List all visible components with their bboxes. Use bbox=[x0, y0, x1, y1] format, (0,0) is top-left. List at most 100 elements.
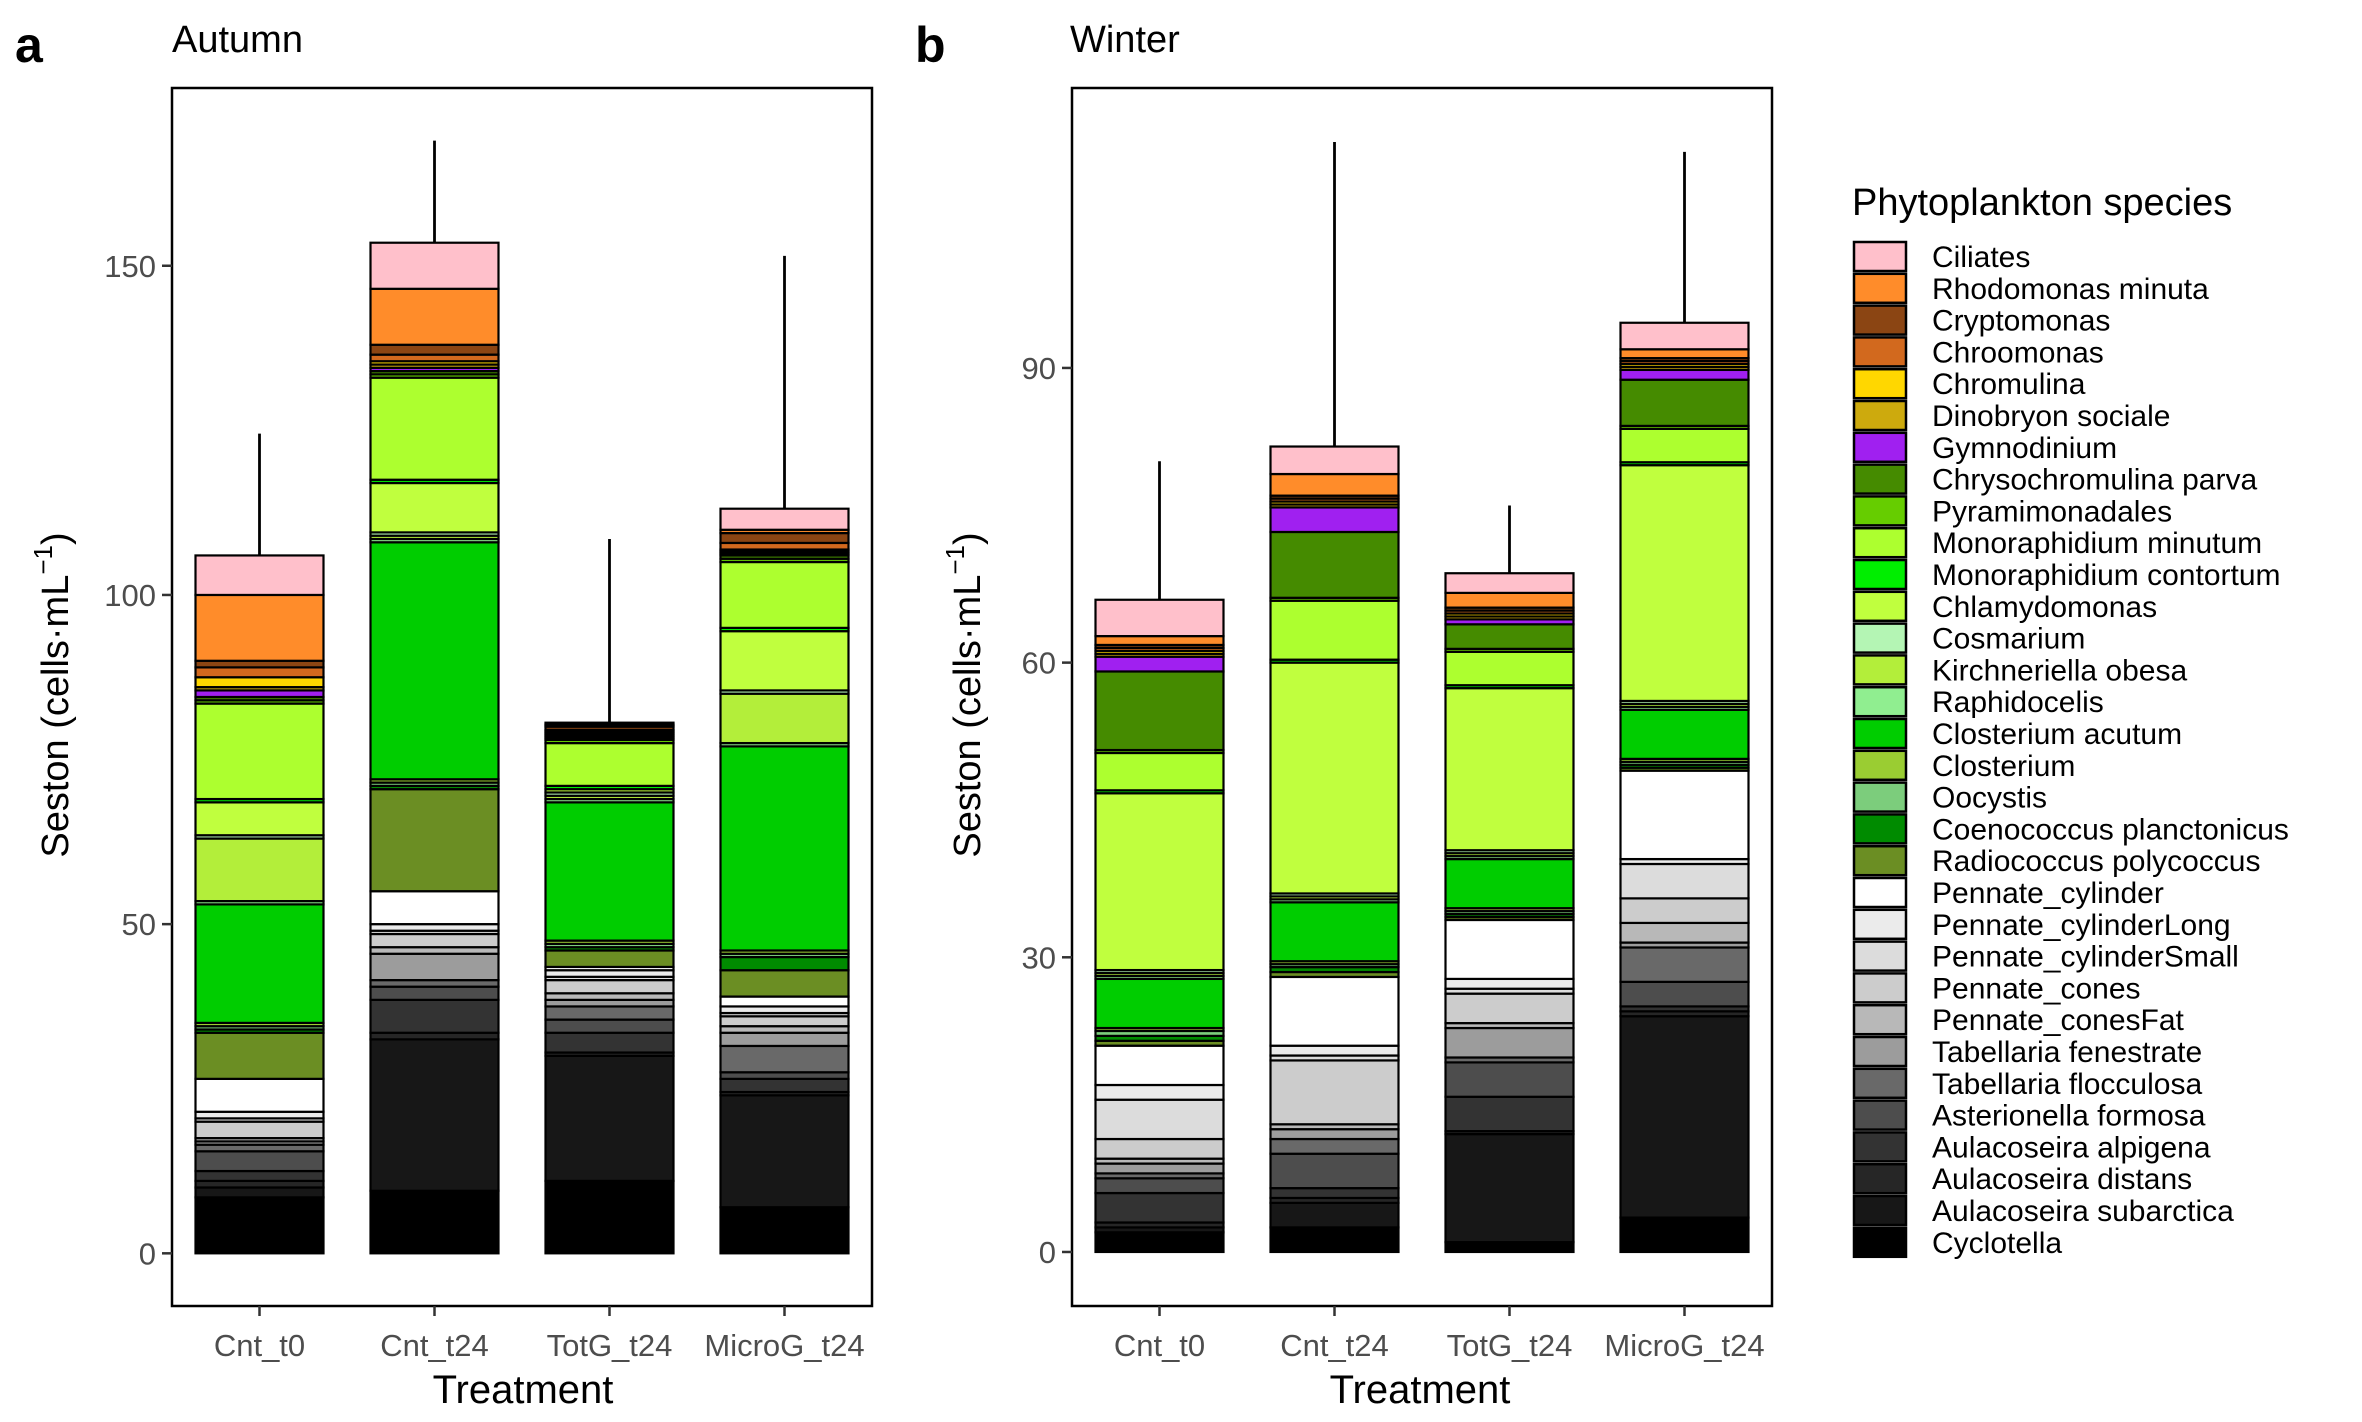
panel-b-frame bbox=[1070, 86, 1774, 1308]
legend-label-raphidocelis: Raphidocelis bbox=[1932, 686, 2104, 719]
legend-swatch-tabellaria-flocculosa bbox=[1852, 1067, 1908, 1100]
panel-b-bar-cnt-t24-aulacoseira-subarctica bbox=[1269, 1201, 1400, 1229]
panel-b-bar-microg-t24-closterium-acutum bbox=[1619, 708, 1750, 760]
panel-b-bar-totg-t24-cyclotella bbox=[1444, 1241, 1575, 1254]
panel-a-bar-cnt-t24-tabellaria-fenestrate bbox=[369, 952, 500, 982]
panel-b-bar-cnt-t24-monoraphidium-minutum bbox=[1269, 599, 1400, 661]
panel-a-xtick-label-cnt-t24: Cnt_t24 bbox=[380, 1328, 489, 1363]
legend-swatch-aulacoseira-alpigena bbox=[1852, 1131, 1908, 1163]
panel-b-bar-cnt-t0-chlamydomonas bbox=[1094, 792, 1225, 972]
panel-a-bar-cnt-t24-monoraphidium-minutum bbox=[369, 376, 500, 481]
panel-b-bar-cnt-t0-chrysochromulina-parva bbox=[1094, 670, 1225, 752]
panel-a-bar-cnt-t0-monoraphidium-minutum bbox=[194, 702, 325, 801]
panel-b-bar-microg-t24-chlamydomonas bbox=[1619, 464, 1750, 703]
panel-a-bar-cnt-t24-cryptomonas bbox=[369, 343, 500, 356]
panel-a-bar-cnt-t24-pennate-cylinder bbox=[369, 890, 500, 926]
legend-label-dinobryon-sociale: Dinobryon sociale bbox=[1932, 400, 2170, 433]
legend-label-cyclotella: Cyclotella bbox=[1932, 1227, 2062, 1260]
legend-swatch-pennate-cylinder bbox=[1852, 876, 1908, 909]
panel-b-bar-microg-t24-gymnodinium bbox=[1619, 368, 1750, 381]
panel-b-ytick-label: 30 bbox=[1022, 940, 1056, 975]
legend-label-chlamydomonas: Chlamydomonas bbox=[1932, 591, 2157, 624]
panel-b-bar-totg-t24-aulacoseira-alpigena bbox=[1444, 1095, 1575, 1133]
legend-label-oocystis: Oocystis bbox=[1932, 782, 2047, 815]
panel-b-bar-cnt-t0-closterium-acutum bbox=[1094, 977, 1225, 1030]
panel-a-bar-cnt-t24-cyclotella bbox=[369, 1189, 500, 1255]
panel-a-xtick-label-cnt-t0: Cnt_t0 bbox=[214, 1328, 305, 1363]
panel-b-bar-cnt-t0-monoraphidium-minutum bbox=[1094, 751, 1225, 792]
panel-b-bar-totg-t24-aulacoseira-subarctica bbox=[1444, 1133, 1575, 1244]
panel-b-bar-microg-t24-aulacoseira-subarctica bbox=[1619, 1015, 1750, 1219]
panel-a-ytick-label: 150 bbox=[104, 249, 156, 284]
panel-b-bar-microg-t24-asterionella-formosa bbox=[1619, 980, 1750, 1008]
panel-b-bar-totg-t24-ciliates bbox=[1444, 572, 1575, 594]
panel-b-bar-totg-t24-monoraphidium-minutum bbox=[1444, 650, 1575, 687]
panel-b-bar-cnt-t24-asterionella-formosa bbox=[1269, 1152, 1400, 1190]
panel-a-bar-totg-t24-ciliates bbox=[544, 721, 675, 726]
legend-swatch-tabellaria-fenestrate bbox=[1852, 1035, 1908, 1068]
panel-a-bar-microg-t24-tabellaria-flocculosa bbox=[719, 1044, 850, 1074]
panel-a-bar-totg-t24-tabellaria-flocculosa bbox=[544, 1005, 675, 1021]
panel-b-bar-cnt-t24-ciliates bbox=[1269, 445, 1400, 476]
panel-b-bar-totg-t24-pennate-cylinder bbox=[1444, 918, 1575, 981]
panel-a-bar-microg-t24-radiococcus-polycoccus bbox=[719, 969, 850, 998]
legend-label-aulacoseira-distans: Aulacoseira distans bbox=[1932, 1163, 2192, 1196]
panel-a-bar-microg-t24-monoraphidium-minutum bbox=[719, 560, 850, 629]
panel-a-bar-microg-t24-chlamydomonas bbox=[719, 630, 850, 692]
panel-a-title: Autumn bbox=[172, 19, 303, 61]
panel-b-bar-cnt-t24-closterium-acutum bbox=[1269, 901, 1400, 963]
panel-b-bar-cnt-t0-pennate-cylindersmall bbox=[1094, 1098, 1225, 1141]
panel-a-bar-totg-t24-radiococcus-polycoccus bbox=[544, 949, 675, 969]
legend-swatch-pennate-cylinderlong bbox=[1852, 908, 1908, 941]
legend-label-ciliates: Ciliates bbox=[1932, 241, 2030, 274]
panel-b-xtick-label-cnt-t0: Cnt_t0 bbox=[1114, 1328, 1205, 1363]
legend-swatch-rhodomonas-minuta bbox=[1852, 272, 1908, 305]
panel-b-bar-microg-t24-monoraphidium-minutum bbox=[1619, 427, 1750, 464]
legend-label-monoraphidium-contortum: Monoraphidium contortum bbox=[1932, 559, 2281, 592]
panel-a-bar-microg-t24-cryptomonas bbox=[719, 531, 850, 545]
panel-a-frame bbox=[170, 86, 874, 1308]
legend-label-aulacoseira-alpigena: Aulacoseira alpigena bbox=[1932, 1131, 2211, 1164]
panel-b-xtick-label-totg-t24: TotG_t24 bbox=[1447, 1328, 1573, 1363]
legend-label-coenococcus-planctonicus: Coenococcus planctonicus bbox=[1932, 813, 2289, 846]
panel-b-bar-microg-t24-tabellaria-flocculosa bbox=[1619, 946, 1750, 983]
panel-a-xtick-label-totg-t24: TotG_t24 bbox=[547, 1328, 673, 1363]
legend-swatch-coenococcus-planctonicus bbox=[1852, 813, 1908, 845]
panel-a-ytick-label: 0 bbox=[139, 1236, 156, 1271]
legend-swatch-closterium bbox=[1852, 749, 1908, 782]
panel-b-bar-totg-t24-chrysochromulina-parva bbox=[1444, 623, 1575, 650]
panel-b-xtick-label-microg-t24: MicroG_t24 bbox=[1604, 1328, 1764, 1363]
legend-label-chroomonas: Chroomonas bbox=[1932, 336, 2104, 369]
legend-swatch-cryptomonas bbox=[1852, 304, 1908, 336]
panel-b-ytick-label: 90 bbox=[1022, 351, 1056, 386]
legend-swatch-pyramimonadales bbox=[1852, 495, 1908, 527]
legend-swatch-chlamydomonas bbox=[1852, 590, 1908, 623]
panel-b-plot: 0 30 60 90 Cnt_t0 Cnt_t24 TotG_t24 MicroG_t24 bbox=[1022, 86, 1774, 1363]
panel-b-bar-cnt-t0-cyclotella bbox=[1094, 1231, 1225, 1254]
legend-label-cryptomonas: Cryptomonas bbox=[1932, 305, 2110, 338]
legend-label-chromulina: Chromulina bbox=[1932, 368, 2086, 401]
legend-label-pennate-cylinderlong: Pennate_cylinderLong bbox=[1932, 909, 2231, 942]
panel-b-bar-totg-t24-chlamydomonas bbox=[1444, 687, 1575, 852]
panel-b-bar-totg-t24-pennate-cones bbox=[1444, 992, 1575, 1025]
panel-b-xlabel: Treatment bbox=[1330, 1368, 1511, 1412]
panel-b-bar-totg-t24-closterium-acutum bbox=[1444, 857, 1575, 910]
panel-b-bar-microg-t24-cyclotella bbox=[1619, 1216, 1750, 1254]
panel-a-bar-cnt-t24-pennate-cones bbox=[369, 932, 500, 949]
panel-a-bar-cnt-t0-asterionella-formosa bbox=[194, 1150, 325, 1173]
legend-swatch-oocystis bbox=[1852, 781, 1908, 813]
legend-label-tabellaria-flocculosa: Tabellaria flocculosa bbox=[1932, 1068, 2202, 1101]
legend-label-monoraphidium-minutum: Monoraphidium minutum bbox=[1932, 527, 2262, 560]
legend-swatch-chroomonas bbox=[1852, 336, 1908, 368]
legend-swatch-cyclotella bbox=[1852, 1226, 1908, 1259]
legend-label-radiococcus-polycoccus: Radiococcus polycoccus bbox=[1932, 845, 2261, 878]
panel-b-bar-totg-t24-rhodomonas-minuta bbox=[1444, 591, 1575, 609]
panel-a-bar-cnt-t0-radiococcus-polycoccus bbox=[194, 1031, 325, 1080]
legend-swatch-radiococcus-polycoccus bbox=[1852, 844, 1908, 877]
panel-b-bar-microg-t24-pennate-cylindersmall bbox=[1619, 862, 1750, 900]
panel-a-bar-totg-t24-aulacoseira-subarctica bbox=[544, 1054, 675, 1183]
panel-b-title: Winter bbox=[1070, 19, 1180, 61]
legend-title: Phytoplankton species bbox=[1852, 182, 2232, 224]
